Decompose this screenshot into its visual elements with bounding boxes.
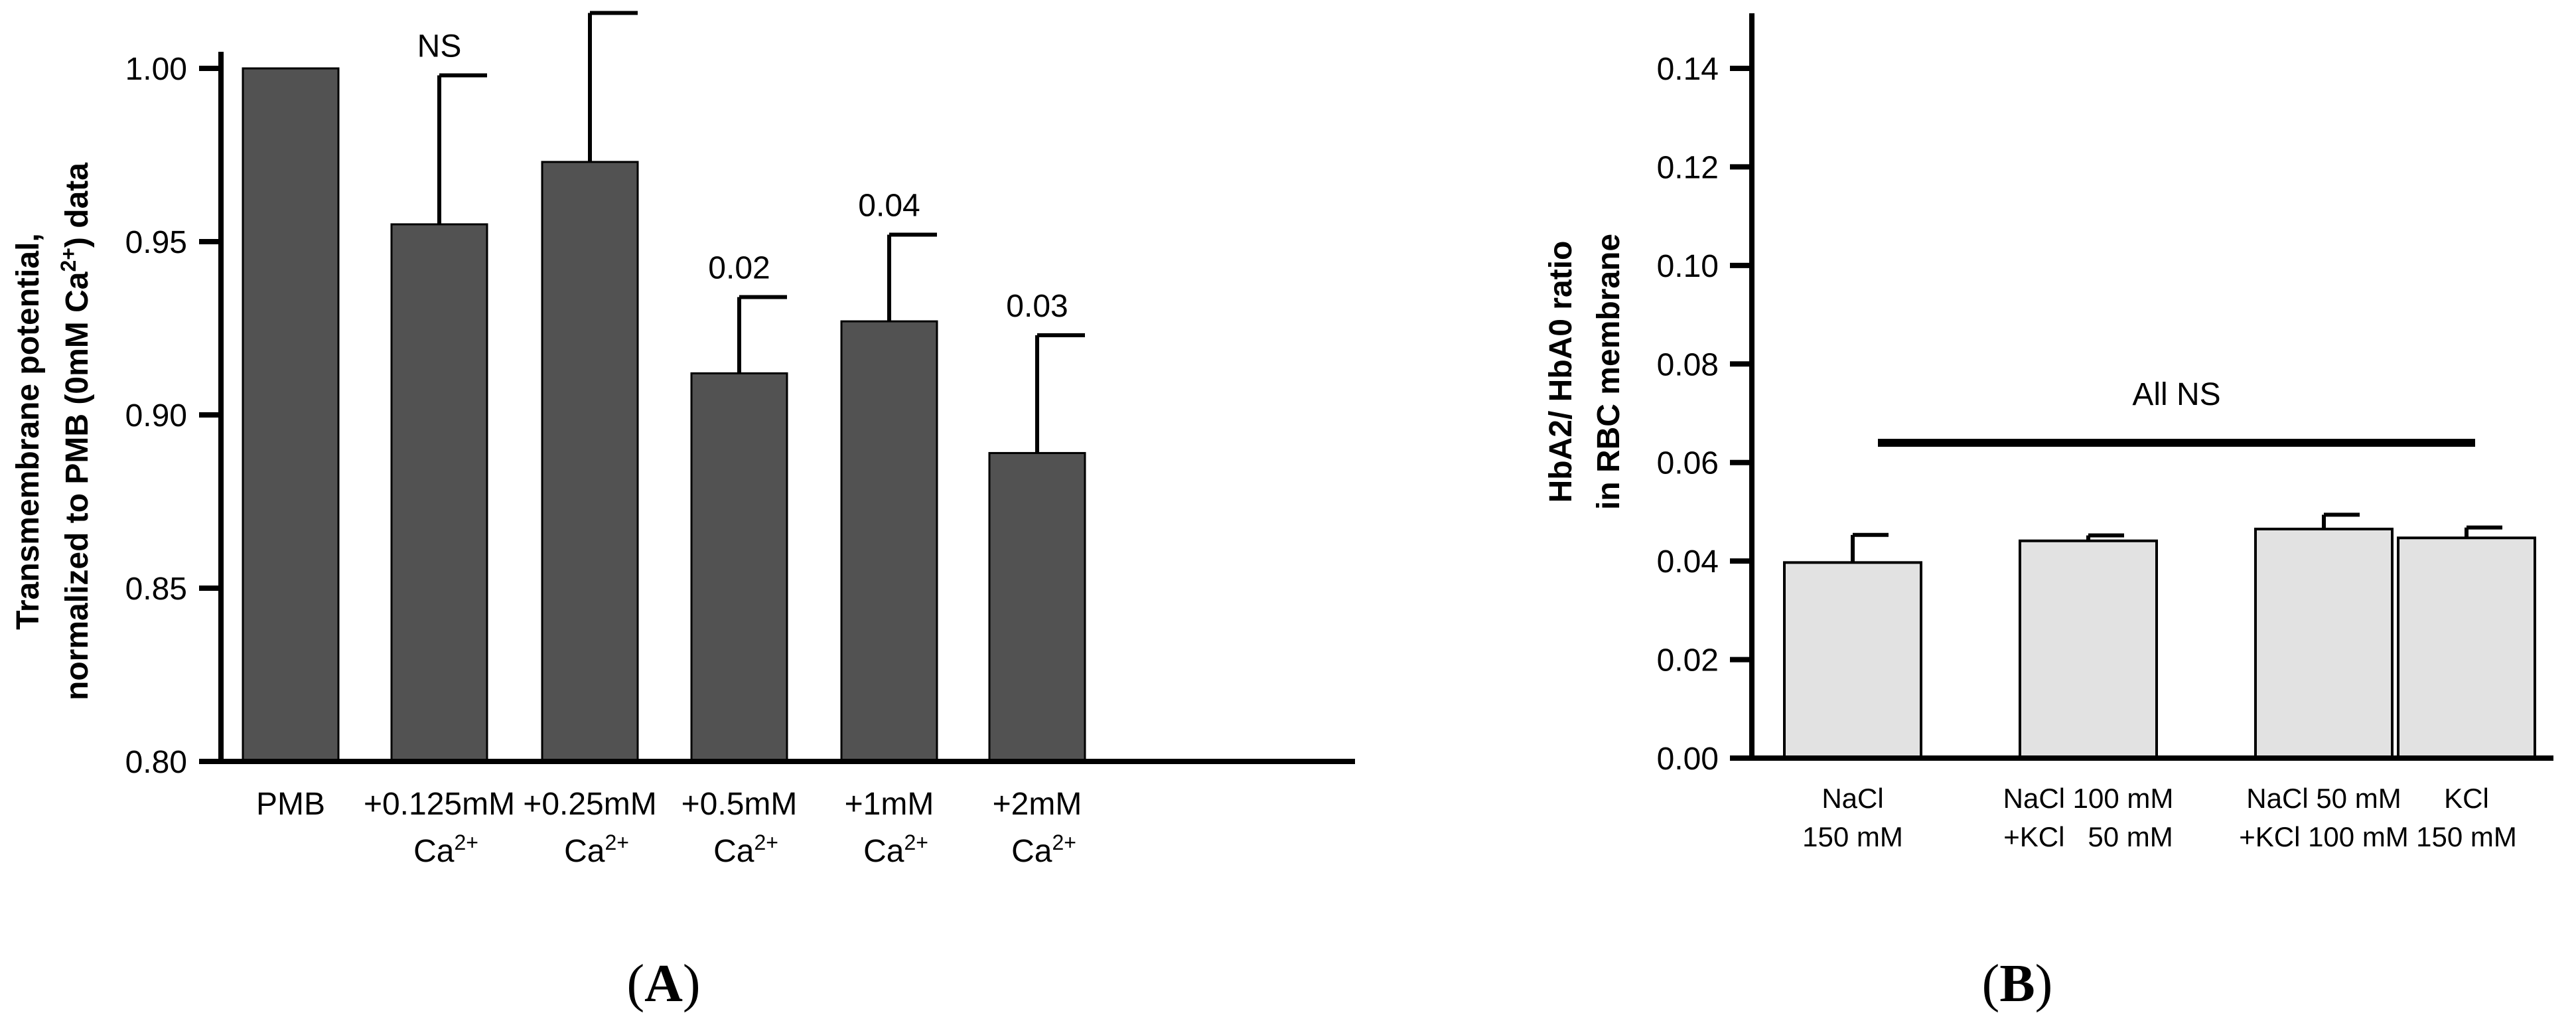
chart-a-xtick-ca-text: Ca: [1011, 834, 1052, 869]
chart-b-xtick-label-line1: NaCl: [1822, 783, 1883, 814]
chart-a-xtick-label: +1mM: [845, 787, 934, 822]
chart-b-bar: [2019, 539, 2158, 760]
chart-a-ytick-label: 0.95: [125, 225, 187, 260]
chart-a-xtick-label: +0.25mM: [523, 787, 656, 822]
chart-b-yaxis-ticks: 0.00 0.02 0.04 0.06 0.08 0.10 0.12 0.14: [1657, 52, 1752, 777]
chart-b-xtick-label-line2: +KCl 50 mM: [2003, 821, 2173, 852]
chart-a-bar: [690, 372, 788, 763]
chart-a-ylabel-line2-post: ) data: [60, 163, 95, 248]
chart-a-annotation: NS: [568, 0, 612, 1]
chart-a-xtick-ca-text: Ca: [863, 834, 904, 869]
chart-b-xtick-label-line1: KCl: [2444, 783, 2489, 814]
chart-a-ytick-label: 0.80: [125, 745, 187, 780]
chart-a-xtick-ca-text: Ca: [413, 834, 455, 869]
chart-a-annotation: 0.04: [858, 189, 920, 224]
chart-b-bars: [1783, 512, 2536, 760]
chart-a-xtick-ca-sup: 2+: [904, 830, 928, 854]
chart-a-panel-close-paren: ): [683, 955, 701, 1013]
chart-b-ytick-label: 0.06: [1657, 446, 1719, 481]
chart-b-panel-close-paren: ): [2035, 955, 2053, 1013]
chart-b-xtick-label-line2: +KCl 100 mM: [2239, 821, 2409, 852]
chart-b-ytick-label: 0.08: [1657, 347, 1719, 382]
chart-a-xtick-ca-text: Ca: [713, 834, 754, 869]
chart-a-annotation: 0.02: [708, 251, 770, 286]
chart-b-ytick-label: 0.10: [1657, 249, 1719, 284]
chart-a-ylabel-line1: Transmembrane potential,: [11, 233, 46, 630]
chart-a-ytick-label: 0.90: [125, 398, 187, 433]
chart-a: Transmembrane potential, normalized to P…: [11, 0, 1355, 1013]
chart-a-xtick-label-ca: Ca2+: [713, 830, 778, 869]
chart-a-xtick-ca-sup: 2+: [1052, 830, 1076, 854]
chart-a-bar: [541, 161, 639, 763]
chart-a-xtick-label: +0.125mM: [364, 787, 515, 822]
chart-b-xaxis-labels: NaCl 150 mM NaCl 100 mM +KCl 50 mM NaCl 50 m…: [1802, 783, 2517, 852]
chart-a-ylabel-line2-pre: normalized to PMB (0mM Ca: [60, 272, 95, 700]
chart-b-xtick-label-line2: 150 mM: [2416, 821, 2517, 852]
chart-b-xtick-label-line2: 150 mM: [1802, 821, 1903, 852]
chart-a-bar: [840, 320, 938, 763]
chart-a-bar: [390, 223, 488, 763]
chart-a-xtick-label-ca: Ca2+: [413, 830, 478, 869]
chart-b-ytick-label: 0.02: [1657, 643, 1719, 678]
chart-b-ylabel-line2: in RBC membrane: [1591, 234, 1626, 510]
chart-b-significance-label: All NS: [2132, 377, 2220, 412]
chart-a-xtick-label: +0.5mM: [681, 787, 798, 822]
chart-b-ytick-label: 0.04: [1657, 544, 1719, 580]
chart-b-panel-open-paren: (: [1982, 955, 2000, 1013]
chart-a-ylabel-line2-sup: 2+: [56, 248, 80, 272]
chart-a-annotation: NS: [417, 29, 462, 64]
chart-b-panel-label: (B): [1982, 955, 2053, 1013]
chart-a-xtick-ca-text: Ca: [564, 834, 605, 869]
chart-a-yaxis-ticks: 0.80 0.85 0.90 0.95 1.00: [125, 52, 221, 780]
chart-a-annotation: 0.03: [1006, 289, 1068, 324]
chart-b-bar: [2254, 527, 2394, 759]
chart-b-panel-letter: B: [1999, 955, 2035, 1013]
chart-b-ytick-label: 0.00: [1657, 742, 1719, 777]
chart-a-xtick-label: +2mM: [993, 787, 1082, 822]
chart-a-xtick-label: PMB: [256, 787, 325, 822]
chart-b: HbA2/ HbA0 ratio in RBC membrane 0.000.0…: [1543, 13, 2553, 1013]
chart-b-xtick-label-line1: NaCl 50 mM: [2246, 783, 2401, 814]
chart-b-bar: [2397, 536, 2536, 759]
chart-a-ytick-label: 1.00: [125, 52, 187, 87]
chart-a-ylabel-line2: normalized to PMB (0mM Ca2+) data: [56, 163, 95, 700]
chart-a-xtick-label-ca: Ca2+: [564, 830, 629, 869]
chart-a-xtick-label-ca: Ca2+: [863, 830, 928, 869]
chart-a-xaxis-labels: PMB +0.125mMCa2++0.25mMCa2++0.5mMCa2++1mM…: [256, 787, 1082, 869]
chart-a-xtick-ca-sup: 2+: [605, 830, 628, 854]
chart-a-xtick-ca-sup: 2+: [454, 830, 478, 854]
chart-a-panel-open-paren: (: [626, 955, 644, 1013]
chart-b-ylabel-line1: HbA2/ HbA0 ratio: [1543, 241, 1579, 503]
chart-a-xtick-ca-sup: 2+: [754, 830, 778, 854]
chart-a-panel-letter: A: [644, 955, 683, 1013]
chart-a-panel-label: (A): [626, 955, 700, 1013]
chart-b-bar: [1783, 561, 1922, 759]
chart-a-bars: NS NS 0.02 0.04 0.03: [242, 0, 1086, 763]
chart-a-xtick-label-ca: Ca2+: [1011, 830, 1076, 869]
chart-a-ytick-label: 0.85: [125, 572, 187, 607]
chart-b-ytick-label: 0.12: [1657, 150, 1719, 185]
chart-b-ytick-label: 0.14: [1657, 52, 1719, 87]
chart-a-bar: [988, 451, 1086, 763]
chart-a-bar: [242, 67, 340, 763]
chart-b-xtick-label-line1: NaCl 100 mM: [2003, 783, 2174, 814]
